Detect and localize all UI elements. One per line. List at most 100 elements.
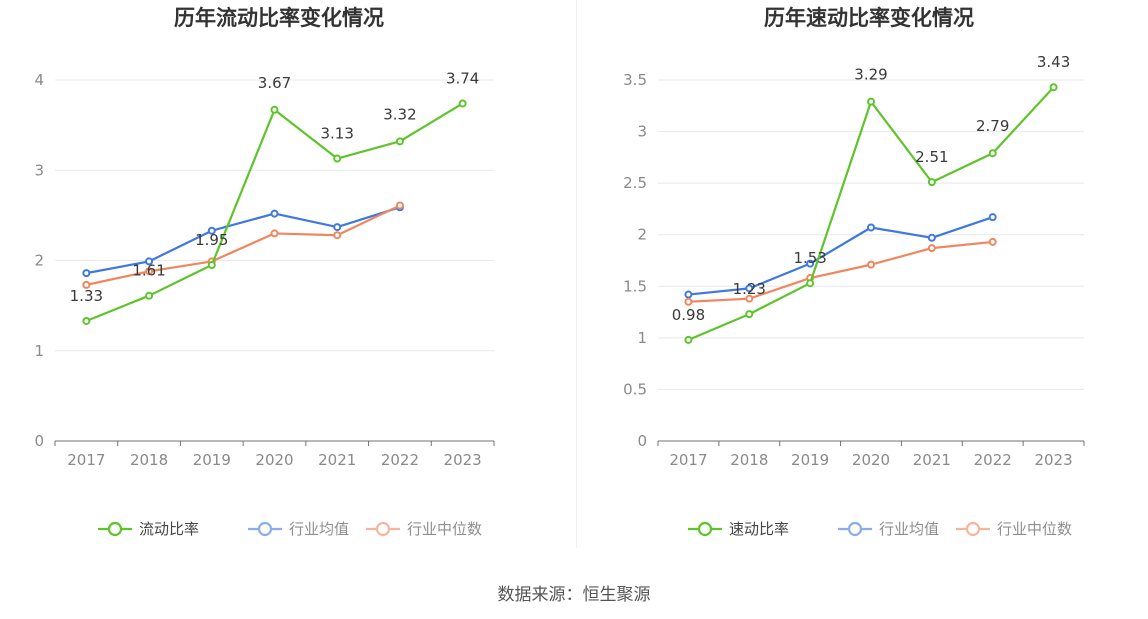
- y-tick-label: 4: [34, 71, 44, 89]
- data-point-company: [82, 316, 91, 325]
- data-point-industry_median: [82, 280, 91, 289]
- data-point-company: [270, 105, 279, 114]
- data-point-company: [745, 310, 754, 319]
- data-point-industry_avg: [207, 226, 216, 235]
- legend-item-industry_avg: 行业均值: [248, 520, 349, 538]
- data-point-industry_avg: [82, 269, 91, 278]
- data-point-company: [927, 178, 936, 187]
- data-label: 3.67: [258, 74, 291, 92]
- data-label: 3.74: [446, 69, 479, 87]
- data-label: 1.33: [70, 287, 103, 305]
- x-tick-label: 2021: [318, 451, 356, 469]
- legend-label: 行业中位数: [407, 520, 482, 538]
- legend-label: 流动比率: [139, 520, 199, 538]
- data-point-company: [207, 261, 216, 270]
- legend-marker: [965, 521, 981, 537]
- x-tick-label: 2017: [67, 451, 105, 469]
- series-line-industry_avg: [688, 216, 994, 296]
- y-tick-label: 1: [637, 329, 647, 347]
- series-line-industry_median: [688, 240, 993, 303]
- data-point-industry_avg: [333, 223, 342, 232]
- data-source-note: 数据来源：恒生聚源: [497, 585, 651, 605]
- data-point-company: [684, 335, 693, 344]
- legend-item-industry_median: 行业中位数: [956, 520, 1072, 538]
- data-label: 2.79: [976, 117, 1009, 135]
- x-tick-label: 2020: [255, 451, 293, 469]
- legend-marker: [375, 521, 391, 537]
- y-tick-label: 0: [637, 432, 647, 450]
- data-point-company: [867, 97, 875, 106]
- chart-title: 历年速动比率变化情况: [764, 6, 974, 30]
- x-tick-label: 2023: [1034, 451, 1072, 469]
- quick-ratio-chart: 历年速动比率变化情况 0 0.5 1 1.5 2 2.5 3 3.5 2017 2018 2019 20…: [574, 0, 1148, 560]
- data-point-company: [1049, 83, 1058, 92]
- data-point-company: [395, 137, 404, 146]
- x-tick-label: 2017: [669, 451, 707, 469]
- y-tick-label: 0.5: [623, 380, 647, 398]
- data-point-industry_median: [145, 267, 154, 276]
- data-label: 1.53: [793, 249, 826, 267]
- legend-item-industry_median: 行业中位数: [366, 520, 482, 538]
- current-ratio-chart-svg: 历年流动比率变化情况 0 1 2 3 4 2017 2018 2019 2020 2021 2022 2…: [34, 6, 495, 538]
- data-point-industry_avg: [745, 284, 754, 293]
- x-tick-label: 2018: [730, 451, 768, 469]
- x-tick-label: 2023: [444, 451, 482, 469]
- data-point-industry_avg: [927, 233, 936, 242]
- x-tick-label: 2022: [974, 451, 1012, 469]
- data-label: 3.43: [1037, 53, 1070, 71]
- data-point-industry_avg: [684, 290, 693, 299]
- data-point-industry_avg: [988, 213, 997, 222]
- legend-marker: [257, 521, 273, 537]
- y-tick-label: 1: [34, 342, 44, 360]
- legend-label: 速动比率: [729, 520, 789, 538]
- x-tick-label: 2019: [193, 451, 231, 469]
- legend-label: 行业中位数: [997, 520, 1072, 538]
- legend-marker: [697, 521, 713, 537]
- y-tick-label: 2.5: [623, 174, 647, 192]
- data-point-industry_avg: [867, 223, 875, 232]
- data-label: 1.61: [132, 262, 165, 280]
- y-tick-label: 2: [637, 226, 647, 244]
- legend-item-industry_avg: 行业均值: [838, 520, 939, 538]
- data-point-company: [333, 154, 342, 163]
- y-tick-label: 3: [34, 161, 44, 179]
- x-tick-label: 2022: [381, 451, 419, 469]
- data-point-industry_median: [684, 297, 693, 306]
- x-tick-label: 2021: [913, 451, 951, 469]
- panel-divider: [576, 0, 577, 548]
- data-point-industry_median: [988, 237, 997, 246]
- data-point-company: [458, 99, 467, 108]
- data-label: 0.98: [672, 306, 705, 324]
- data-point-industry_avg: [145, 257, 154, 266]
- data-label: 2.51: [915, 148, 948, 166]
- data-point-industry_avg: [270, 209, 279, 218]
- data-point-industry_median: [270, 229, 279, 238]
- legend-label: 行业均值: [289, 520, 349, 538]
- data-point-industry_median: [745, 294, 754, 303]
- y-tick-label: 2: [34, 252, 44, 270]
- data-label: 3.32: [383, 105, 416, 123]
- data-point-company: [145, 291, 154, 300]
- y-tick-label: 3: [637, 123, 647, 141]
- y-tick-label: 1.5: [623, 277, 647, 295]
- series-line-industry_avg: [86, 206, 401, 275]
- chart-title: 历年流动比率变化情况: [174, 6, 384, 30]
- chart-plot-group: 历年速动比率变化情况 0 0.5 1 1.5 2 2.5 3 3.5 2017 2018 2019 20…: [623, 6, 1085, 538]
- data-label: 1.95: [195, 231, 228, 249]
- y-tick-label: 3.5: [623, 71, 647, 89]
- data-point-industry_median: [395, 201, 404, 210]
- legend-item-company: 速动比率: [688, 520, 789, 538]
- data-point-industry_avg: [806, 259, 815, 268]
- data-label: 3.29: [854, 66, 887, 84]
- y-tick-label: 0: [34, 432, 44, 450]
- legend-item-company: 流动比率: [98, 520, 199, 538]
- data-label: 1.23: [733, 280, 766, 298]
- data-label: 3.13: [321, 125, 354, 143]
- x-tick-label: 2020: [852, 451, 890, 469]
- current-ratio-chart: 历年流动比率变化情况 0 1 2 3 4 2017 2018 2019 2020 2021 2022 2…: [0, 0, 574, 560]
- quick-ratio-chart-svg: 历年速动比率变化情况 0 0.5 1 1.5 2 2.5 3 3.5 2017 2018 2019 20…: [623, 6, 1085, 538]
- data-point-industry_median: [333, 231, 342, 240]
- data-point-industry_median: [927, 244, 936, 253]
- chart-plot-group: 历年流动比率变化情况 0 1 2 3 4 2017 2018 2019 2020 2021 2022 2…: [34, 6, 495, 538]
- x-tick-label: 2018: [130, 451, 168, 469]
